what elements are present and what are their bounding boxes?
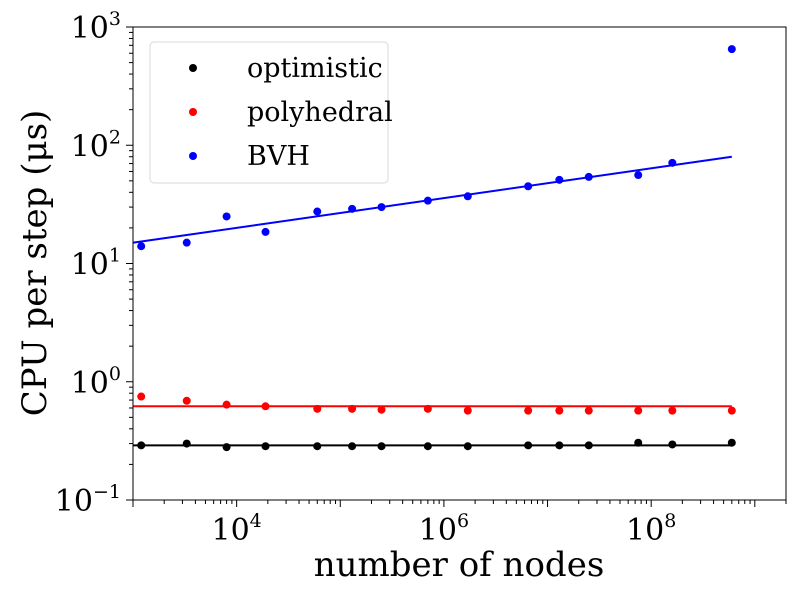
data-point-BVH: [182, 238, 191, 247]
data-points: [137, 45, 736, 452]
data-point-optimistic: [524, 441, 533, 450]
data-point-optimistic: [313, 442, 322, 451]
data-point-polyhedral: [555, 406, 564, 415]
data-point-optimistic: [423, 442, 432, 451]
data-point-BVH: [261, 227, 270, 236]
x-tick-label-exponent: 6: [457, 510, 469, 532]
x-tick-label-exponent: 4: [250, 510, 262, 532]
data-point-BVH: [423, 196, 432, 205]
legend: optimistic polyhedral BVH: [149, 41, 393, 184]
y-tick-label-exponent: 3: [109, 8, 121, 30]
data-point-polyhedral: [261, 402, 270, 411]
y-tick-label-exponent: −1: [93, 481, 121, 503]
data-point-polyhedral: [584, 406, 593, 415]
data-point-optimistic: [463, 442, 472, 451]
data-point-BVH: [463, 192, 472, 201]
legend-marker-optimistic: [189, 64, 197, 72]
y-tick-label: 103: [71, 8, 121, 46]
y-tick-label: 102: [71, 126, 121, 164]
data-point-BVH: [524, 182, 533, 191]
x-tick-label: 106: [419, 510, 469, 548]
fit-lines: [133, 155, 732, 447]
legend-marker-BVH: [189, 152, 197, 160]
y-tick-label-exponent: 1: [109, 245, 121, 267]
legend-label-BVH: BVH: [247, 141, 310, 172]
data-point-polyhedral: [377, 405, 386, 414]
data-point-BVH: [584, 172, 593, 181]
data-point-BVH: [634, 171, 643, 180]
data-point-BVH: [348, 204, 357, 213]
data-point-BVH: [313, 207, 322, 216]
data-point-BVH: [727, 45, 736, 54]
y-tick-label-base: 10: [71, 366, 109, 401]
data-point-BVH: [222, 212, 231, 221]
data-point-polyhedral: [313, 404, 322, 413]
data-point-optimistic: [137, 441, 146, 450]
x-axis-label: number of nodes: [314, 545, 605, 585]
data-point-polyhedral: [463, 406, 472, 415]
data-point-optimistic: [668, 440, 677, 449]
data-point-polyhedral: [348, 404, 357, 413]
y-tick-label-base: 10: [71, 248, 109, 283]
legend-label-polyhedral: polyhedral: [247, 97, 393, 128]
y-tick-label-exponent: 0: [109, 363, 121, 385]
x-tick-label: 104: [211, 510, 261, 548]
data-point-optimistic: [555, 441, 564, 450]
data-point-polyhedral: [423, 404, 432, 413]
data-point-optimistic: [182, 439, 191, 448]
x-tick-label-base: 10: [211, 513, 249, 548]
data-point-optimistic: [377, 442, 386, 451]
y-tick-label: 100: [71, 363, 121, 401]
y-tick-label-base: 10: [71, 11, 109, 46]
data-point-polyhedral: [634, 406, 643, 415]
data-point-polyhedral: [727, 406, 736, 415]
legend-label-optimistic: optimistic: [247, 53, 383, 84]
data-point-polyhedral: [222, 400, 231, 409]
data-point-BVH: [137, 242, 146, 251]
data-point-polyhedral: [668, 406, 677, 415]
data-point-optimistic: [584, 441, 593, 450]
y-tick-label-base: 10: [71, 129, 109, 164]
x-axis-ticks: 104 106 108: [132, 500, 787, 548]
x-tick-label: 108: [626, 510, 676, 548]
x-tick-label-exponent: 8: [664, 510, 676, 532]
data-point-polyhedral: [182, 396, 191, 405]
data-point-optimistic: [634, 438, 643, 447]
legend-box: [149, 41, 389, 184]
legend-marker-polyhedral: [189, 108, 197, 116]
data-point-BVH: [668, 158, 677, 167]
data-point-BVH: [555, 175, 564, 184]
x-tick-label-base: 10: [419, 513, 457, 548]
fit-line-BVH: [133, 155, 732, 244]
y-tick-label-exponent: 2: [109, 126, 121, 148]
x-tick-label-base: 10: [626, 513, 664, 548]
data-point-BVH: [377, 203, 386, 212]
y-tick-label: 10−1: [55, 481, 121, 519]
data-point-optimistic: [222, 443, 231, 452]
data-point-optimistic: [348, 442, 357, 451]
y-tick-label: 101: [71, 245, 121, 283]
data-point-polyhedral: [137, 392, 146, 401]
y-axis-label: CPU per step (μs): [15, 110, 55, 417]
y-tick-label-base: 10: [55, 484, 93, 519]
data-point-optimistic: [727, 438, 736, 447]
data-point-optimistic: [261, 442, 270, 451]
data-point-polyhedral: [524, 406, 533, 415]
